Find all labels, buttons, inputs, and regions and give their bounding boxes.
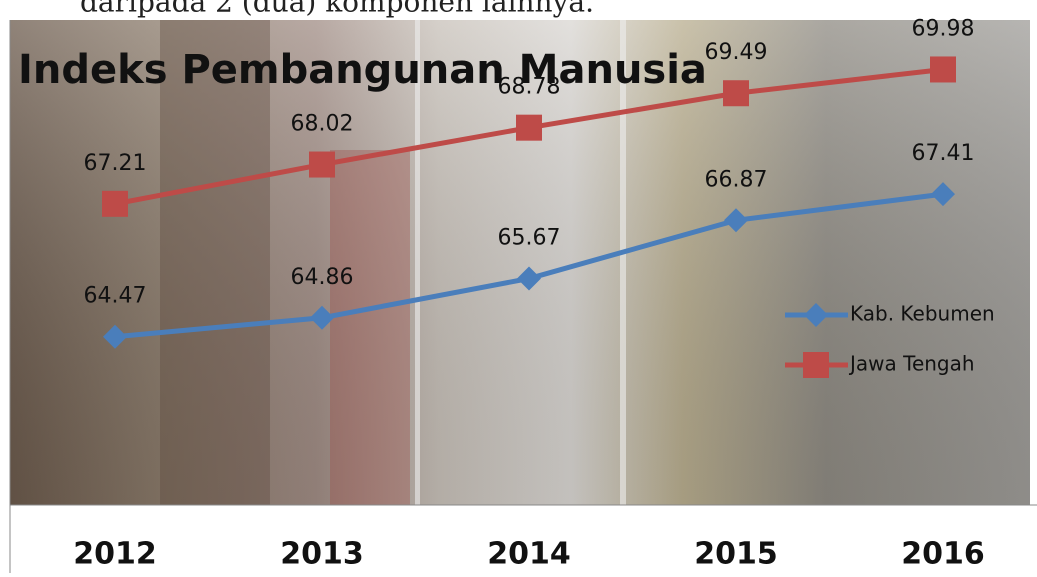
- marker: [309, 152, 335, 178]
- context-text: daripada 2 (dua) komponen lainnya.: [80, 0, 594, 19]
- marker: [803, 352, 829, 378]
- chart: daripada 2 (dua) komponen lainnya. Indek…: [0, 0, 1037, 573]
- data-label: 66.87: [705, 167, 768, 192]
- data-label: 67.21: [84, 151, 147, 176]
- data-label: 69.98: [912, 16, 975, 41]
- data-label: 68.02: [291, 112, 354, 137]
- x-tick-label: 2016: [901, 537, 985, 572]
- marker: [930, 56, 956, 82]
- data-label: 68.78: [498, 75, 561, 100]
- data-label: 64.47: [84, 284, 147, 309]
- data-label: 64.86: [291, 265, 354, 290]
- legend-label: Jawa Tengah: [848, 352, 975, 376]
- x-tick-label: 2012: [73, 537, 157, 572]
- photo-panel: [330, 150, 410, 505]
- x-tick-label: 2015: [694, 537, 778, 572]
- data-label: 65.67: [498, 226, 561, 251]
- data-label: 69.49: [705, 40, 768, 65]
- page: daripada 2 (dua) komponen lainnya. Indek…: [0, 0, 1037, 573]
- legend-label: Kab. Kebumen: [850, 302, 995, 326]
- x-tick-label: 2014: [487, 537, 571, 572]
- marker: [102, 191, 128, 217]
- data-label: 67.41: [912, 141, 975, 166]
- x-tick-label: 2013: [280, 537, 364, 572]
- marker: [723, 80, 749, 106]
- marker: [516, 115, 542, 141]
- chart-title: Indeks Pembangunan Manusia: [18, 47, 707, 93]
